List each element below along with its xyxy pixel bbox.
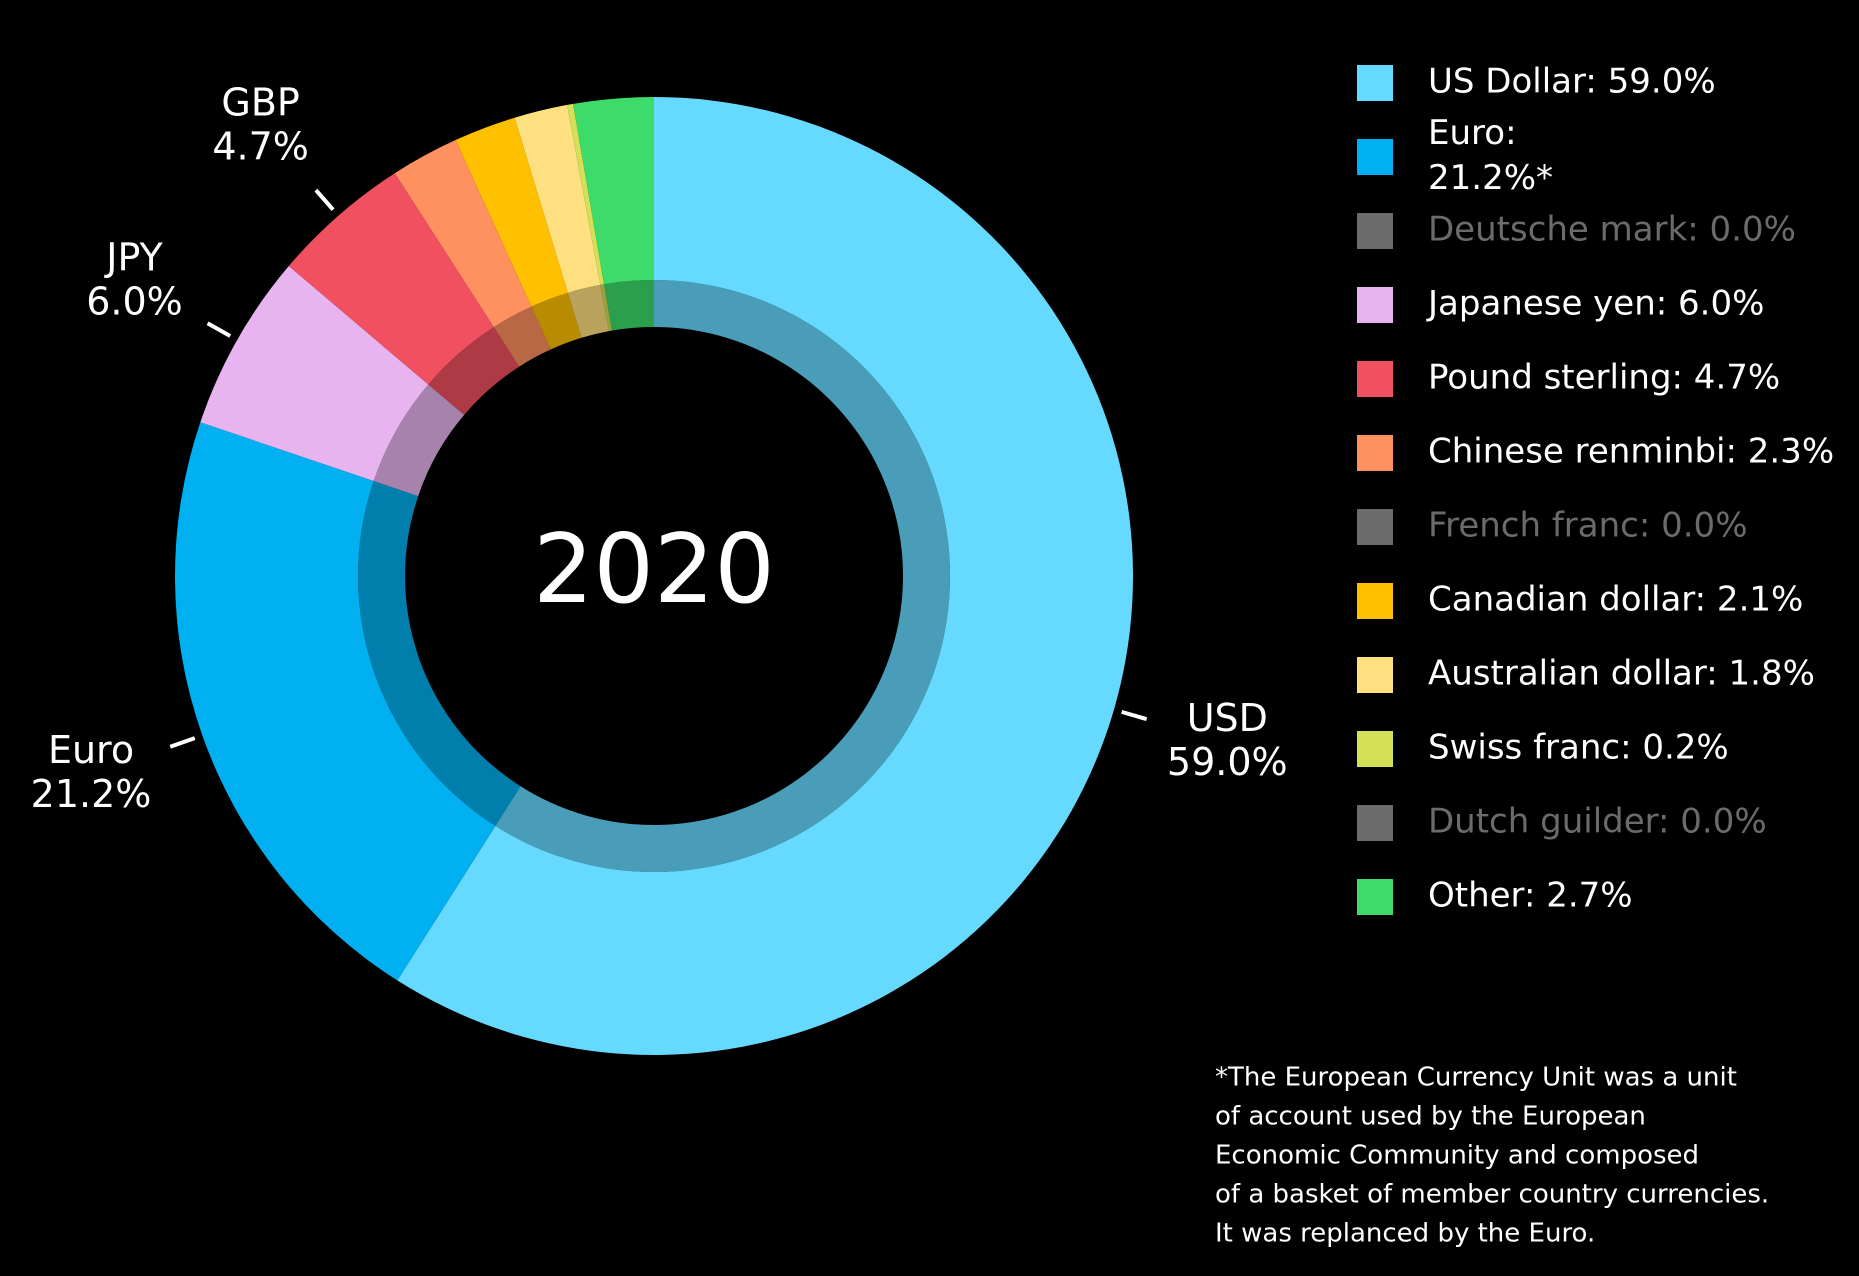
label-tick	[1121, 709, 1148, 722]
inner-slice	[600, 284, 612, 332]
legend-label: US Dollar: 59.0%	[1428, 62, 1716, 102]
legend-label: Pound sterling: 4.7%	[1428, 358, 1780, 398]
label-tick	[314, 188, 335, 212]
legend-swatch	[1357, 435, 1393, 471]
label-tick	[169, 736, 196, 749]
slice-name: JPY	[104, 235, 163, 279]
legend-swatch	[1357, 583, 1393, 619]
footnote: of account used by the European	[1215, 1102, 1646, 1132]
legend-swatch	[1357, 361, 1393, 397]
slice	[200, 266, 429, 482]
slice-value-label: 59.0%	[1167, 740, 1288, 784]
footnote: of a basket of member country currencies…	[1215, 1180, 1769, 1210]
slice-name: GBP	[221, 80, 299, 124]
inner-slice	[373, 384, 465, 497]
legend-swatch	[1357, 805, 1393, 841]
slice-value-label: 21.2%	[31, 772, 152, 816]
legend-label: Other: 2.7%	[1428, 876, 1633, 916]
slice	[567, 103, 605, 285]
footnote: It was replanced by the Euro.	[1215, 1219, 1595, 1249]
legend-label: Euro:	[1428, 113, 1517, 153]
legend-swatch	[1357, 139, 1393, 175]
legend-swatch	[1357, 287, 1393, 323]
slice	[394, 140, 532, 328]
footnote: *The European Currency Unit was a unit	[1215, 1063, 1737, 1093]
slice	[288, 173, 494, 385]
slice-name: Euro	[48, 728, 134, 772]
inner-slice	[495, 280, 951, 873]
legend-swatch	[1357, 213, 1393, 249]
inner-slice	[428, 327, 520, 415]
inner-slice	[531, 292, 582, 350]
slice	[174, 422, 496, 981]
legend-label: French franc: 0.0%	[1428, 506, 1748, 546]
inner-slice	[493, 306, 551, 367]
inner-slice	[357, 481, 521, 826]
slice	[514, 104, 601, 293]
legend-label: Canadian dollar: 2.1%	[1428, 580, 1803, 620]
legend-label: Chinese renminbi: 2.3%	[1428, 432, 1834, 472]
legend-label: Japanese yen: 6.0%	[1426, 284, 1764, 324]
inner-slice	[604, 280, 654, 331]
legend-swatch	[1357, 65, 1393, 101]
slice	[455, 117, 568, 307]
center-label: 2020	[533, 515, 775, 625]
legend-label: Australian dollar: 1.8%	[1428, 654, 1815, 694]
label-tick	[206, 321, 232, 338]
slice-name: USD	[1187, 696, 1268, 740]
slice	[397, 97, 1133, 1055]
legend-label: Deutsche mark: 0.0%	[1428, 210, 1796, 250]
slice-value-label: 6.0%	[86, 279, 183, 323]
slice-value-label: 4.7%	[212, 124, 309, 168]
legend-label: Dutch guilder: 0.0%	[1428, 802, 1767, 842]
footnote: Economic Community and composed	[1215, 1141, 1699, 1171]
legend-label: Swiss franc: 0.2%	[1428, 728, 1729, 768]
legend-swatch	[1357, 509, 1393, 545]
legend-swatch	[1357, 879, 1393, 915]
legend-swatch	[1357, 731, 1393, 767]
legend-label: 21.2%*	[1428, 158, 1553, 198]
slice	[573, 97, 654, 285]
inner-slice	[567, 284, 609, 338]
legend-swatch	[1357, 657, 1393, 693]
